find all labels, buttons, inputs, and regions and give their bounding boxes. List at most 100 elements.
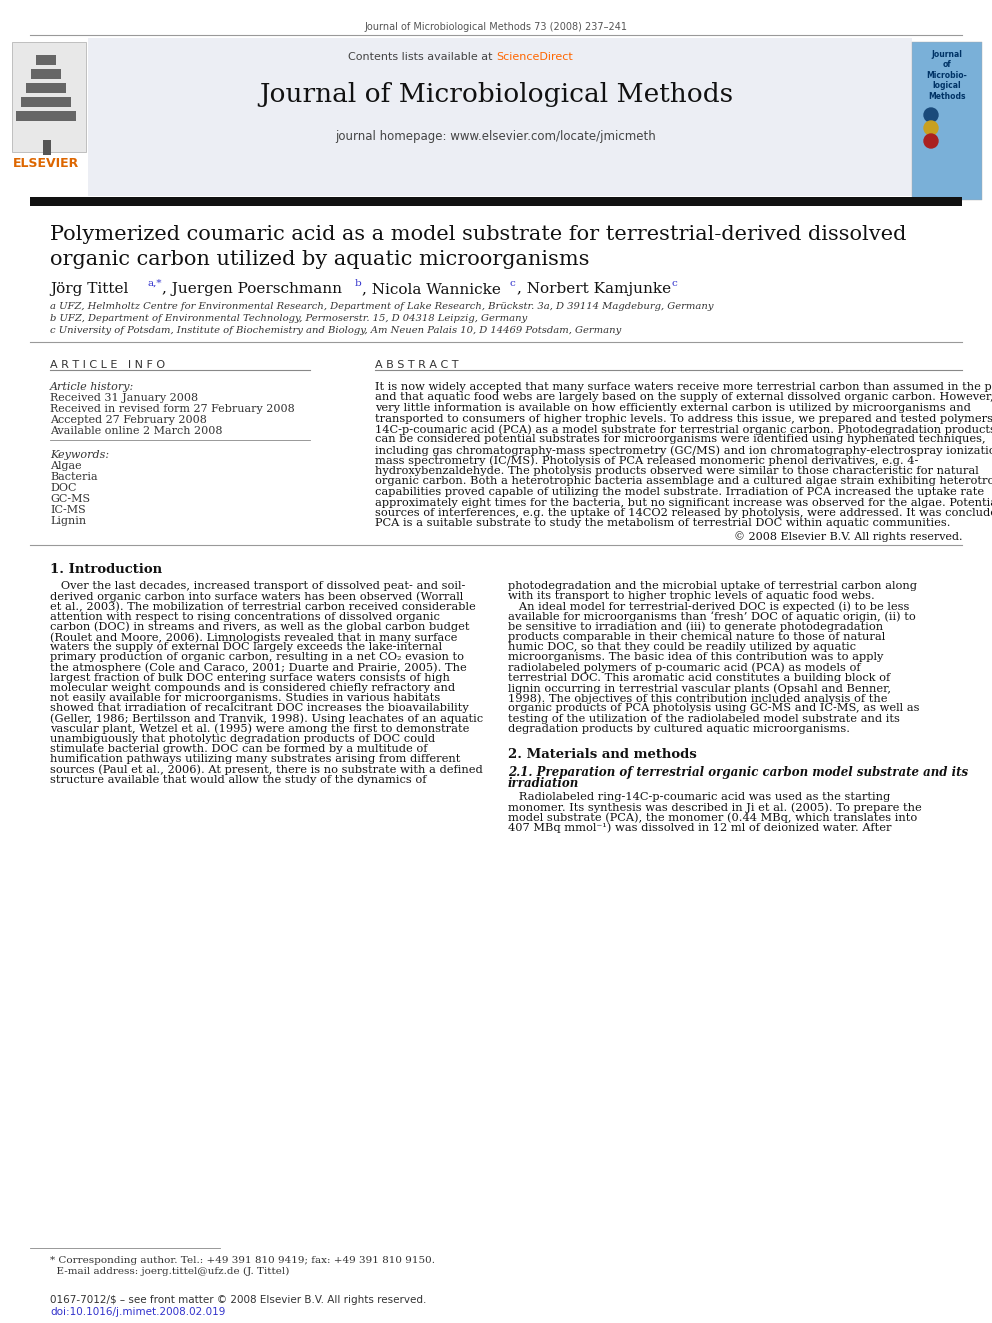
Text: derived organic carbon into surface waters has been observed (Worrall: derived organic carbon into surface wate… (50, 591, 463, 602)
Text: journal homepage: www.elsevier.com/locate/jmicmeth: journal homepage: www.elsevier.com/locat… (335, 130, 657, 143)
Text: , Norbert Kamjunke: , Norbert Kamjunke (517, 282, 672, 296)
Text: E-mail address: joerg.tittel@ufz.de (J. Tittel): E-mail address: joerg.tittel@ufz.de (J. … (50, 1267, 290, 1277)
Text: It is now widely accepted that many surface waters receive more terrestrial carb: It is now widely accepted that many surf… (375, 382, 992, 392)
Text: a UFZ, Helmholtz Centre for Environmental Research, Department of Lake Research,: a UFZ, Helmholtz Centre for Environmenta… (50, 302, 713, 311)
Text: Journal of Microbiological Methods 73 (2008) 237–241: Journal of Microbiological Methods 73 (2… (364, 22, 628, 32)
Text: 1998). The objectives of this contribution included analysis of the: 1998). The objectives of this contributi… (508, 693, 888, 704)
Text: Keywords:: Keywords: (50, 450, 109, 460)
Bar (912, 42, 982, 200)
Text: with its transport to higher trophic levels of aquatic food webs.: with its transport to higher trophic lev… (508, 591, 875, 601)
Text: Radiolabeled ring-14C-p-coumaric acid was used as the starting: Radiolabeled ring-14C-p-coumaric acid wa… (508, 792, 890, 802)
Bar (88, 38, 912, 196)
Text: model substrate (PCA), the monomer (0.44 MBq, which translates into: model substrate (PCA), the monomer (0.44… (508, 812, 918, 823)
Bar (12, 42, 86, 152)
Text: stimulate bacterial growth. DOC can be formed by a multitude of: stimulate bacterial growth. DOC can be f… (50, 745, 428, 754)
Text: lignin occurring in terrestrial vascular plants (Opsahl and Benner,: lignin occurring in terrestrial vascular… (508, 683, 891, 693)
Text: including gas chromatography-mass spectrometry (GC/MS) and ion chromatography-el: including gas chromatography-mass spectr… (375, 445, 992, 455)
Text: microorganisms. The basic idea of this contribution was to apply: microorganisms. The basic idea of this c… (508, 652, 883, 663)
Text: Article history:: Article history: (50, 382, 134, 392)
Text: 407 MBq mmol⁻¹) was dissolved in 12 ml of deionized water. After: 407 MBq mmol⁻¹) was dissolved in 12 ml o… (508, 823, 892, 833)
Text: , Juergen Poerschmann: , Juergen Poerschmann (162, 282, 342, 296)
Text: humification pathways utilizing many substrates arising from different: humification pathways utilizing many sub… (50, 754, 460, 765)
Text: Available online 2 March 2008: Available online 2 March 2008 (50, 426, 222, 437)
Text: 14C-p-coumaric acid (PCA) as a model substrate for terrestrial organic carbon. P: 14C-p-coumaric acid (PCA) as a model sub… (375, 423, 992, 434)
Text: photodegradation and the microbial uptake of terrestrial carbon along: photodegradation and the microbial uptak… (508, 581, 917, 591)
Text: capabilities proved capable of utilizing the model substrate. Irradiation of PCA: capabilities proved capable of utilizing… (375, 487, 984, 497)
Text: * Corresponding author. Tel.: +49 391 810 9419; fax: +49 391 810 9150.: * Corresponding author. Tel.: +49 391 81… (50, 1256, 435, 1265)
Bar (16, 111, 76, 120)
Text: can be considered potential substrates for microorganisms were identified using : can be considered potential substrates f… (375, 434, 986, 445)
Text: 0167-7012/$ – see front matter © 2008 Elsevier B.V. All rights reserved.: 0167-7012/$ – see front matter © 2008 El… (50, 1295, 427, 1304)
Text: A B S T R A C T: A B S T R A C T (375, 360, 458, 370)
Text: structure available that would allow the study of the dynamics of: structure available that would allow the… (50, 775, 427, 785)
Text: a,*: a,* (148, 279, 163, 288)
Text: c: c (510, 279, 516, 288)
Text: b: b (355, 279, 362, 288)
Text: (Roulet and Moore, 2006). Limnologists revealed that in many surface: (Roulet and Moore, 2006). Limnologists r… (50, 632, 457, 643)
Text: showed that irradiation of recalcitrant DOC increases the bioavailability: showed that irradiation of recalcitrant … (50, 704, 469, 713)
Text: approximately eight times for the bacteria, but no significant increase was obse: approximately eight times for the bacter… (375, 497, 992, 508)
Text: et al., 2003). The mobilization of terrestrial carbon received considerable: et al., 2003). The mobilization of terre… (50, 602, 476, 611)
Text: not easily available for microorganisms. Studies in various habitats: not easily available for microorganisms.… (50, 693, 440, 704)
Circle shape (924, 134, 938, 148)
Text: Polymerized coumaric acid as a model substrate for terrestrial-derived dissolved: Polymerized coumaric acid as a model sub… (50, 225, 907, 243)
Text: radiolabeled polymers of p-coumaric acid (PCA) as models of: radiolabeled polymers of p-coumaric acid… (508, 663, 861, 673)
Circle shape (924, 108, 938, 122)
Bar (30, 197, 962, 206)
Text: and that aquatic food webs are largely based on the supply of external dissolved: and that aquatic food webs are largely b… (375, 393, 992, 402)
Text: transported to consumers of higher trophic levels. To address this issue, we pre: transported to consumers of higher troph… (375, 414, 992, 423)
Text: Over the last decades, increased transport of dissolved peat- and soil-: Over the last decades, increased transpo… (50, 581, 465, 591)
Text: GC-MS: GC-MS (50, 493, 90, 504)
Bar (21, 97, 71, 107)
Text: Received in revised form 27 February 2008: Received in revised form 27 February 200… (50, 404, 295, 414)
Text: ELSEVIER: ELSEVIER (13, 157, 79, 169)
Bar (36, 56, 56, 65)
Text: Contents lists available at: Contents lists available at (348, 52, 496, 62)
Bar (31, 69, 61, 79)
Text: Jörg Tittel: Jörg Tittel (50, 282, 128, 296)
Circle shape (924, 120, 938, 135)
Text: largest fraction of bulk DOC entering surface waters consists of high: largest fraction of bulk DOC entering su… (50, 673, 450, 683)
Text: 2. Materials and methods: 2. Materials and methods (508, 747, 696, 761)
Text: vascular plant, Wetzel et al. (1995) were among the first to demonstrate: vascular plant, Wetzel et al. (1995) wer… (50, 724, 469, 734)
Text: Lignin: Lignin (50, 516, 86, 527)
Text: sources (Paul et al., 2006). At present, there is no substrate with a defined: sources (Paul et al., 2006). At present,… (50, 765, 483, 775)
Text: b UFZ, Department of Environmental Technology, Permoserstr. 15, D 04318 Leipzig,: b UFZ, Department of Environmental Techn… (50, 314, 528, 323)
Text: terrestrial DOC. This aromatic acid constitutes a building block of: terrestrial DOC. This aromatic acid cons… (508, 673, 890, 683)
Text: sources of interferences, e.g. the uptake of 14CO2 released by photolysis, were : sources of interferences, e.g. the uptak… (375, 508, 992, 519)
Text: very little information is available on how efficiently external carbon is utili: very little information is available on … (375, 404, 971, 413)
Text: molecular weight compounds and is considered chiefly refractory and: molecular weight compounds and is consid… (50, 683, 455, 693)
Text: © 2008 Elsevier B.V. All rights reserved.: © 2008 Elsevier B.V. All rights reserved… (733, 531, 962, 542)
Text: primary production of organic carbon, resulting in a net CO₂ evasion to: primary production of organic carbon, re… (50, 652, 464, 663)
Text: waters the supply of external DOC largely exceeds the lake-internal: waters the supply of external DOC largel… (50, 642, 442, 652)
Text: doi:10.1016/j.mimet.2008.02.019: doi:10.1016/j.mimet.2008.02.019 (50, 1307, 225, 1316)
Text: Accepted 27 February 2008: Accepted 27 February 2008 (50, 415, 207, 425)
Text: the atmosphere (Cole and Caraco, 2001; Duarte and Prairie, 2005). The: the atmosphere (Cole and Caraco, 2001; D… (50, 663, 467, 673)
Text: (Geller, 1986; Bertilsson and Tranvik, 1998). Using leachates of an aquatic: (Geller, 1986; Bertilsson and Tranvik, 1… (50, 713, 483, 724)
Text: available for microorganisms than ‘fresh’ DOC of aquatic origin, (ii) to: available for microorganisms than ‘fresh… (508, 611, 916, 622)
Text: organic carbon utilized by aquatic microorganisms: organic carbon utilized by aquatic micro… (50, 250, 589, 269)
Text: ScienceDirect: ScienceDirect (496, 52, 572, 62)
Text: organic carbon. Both a heterotrophic bacteria assemblage and a cultured algae st: organic carbon. Both a heterotrophic bac… (375, 476, 992, 487)
Bar (26, 83, 66, 93)
Text: , Nicola Wannicke: , Nicola Wannicke (362, 282, 501, 296)
Text: irradiation: irradiation (508, 777, 579, 790)
Text: mass spectrometry (IC/MS). Photolysis of PCA released monomeric phenol derivativ: mass spectrometry (IC/MS). Photolysis of… (375, 455, 919, 466)
Text: 1. Introduction: 1. Introduction (50, 564, 162, 576)
Text: testing of the utilization of the radiolabeled model substrate and its: testing of the utilization of the radiol… (508, 713, 900, 724)
Text: monomer. Its synthesis was described in Ji et al. (2005). To prepare the: monomer. Its synthesis was described in … (508, 802, 922, 812)
Text: A R T I C L E   I N F O: A R T I C L E I N F O (50, 360, 165, 370)
Text: products comparable in their chemical nature to those of natural: products comparable in their chemical na… (508, 632, 885, 642)
Text: hydroxybenzaldehyde. The photolysis products observed were similar to those char: hydroxybenzaldehyde. The photolysis prod… (375, 466, 979, 476)
Text: Algae: Algae (50, 460, 81, 471)
Text: DOC: DOC (50, 483, 76, 493)
Text: An ideal model for terrestrial-derived DOC is expected (i) to be less: An ideal model for terrestrial-derived D… (508, 602, 910, 613)
Text: Received 31 January 2008: Received 31 January 2008 (50, 393, 198, 404)
Text: humic DOC, so that they could be readily utilized by aquatic: humic DOC, so that they could be readily… (508, 642, 856, 652)
Text: carbon (DOC) in streams and rivers, as well as the global carbon budget: carbon (DOC) in streams and rivers, as w… (50, 622, 469, 632)
Text: IC-MS: IC-MS (50, 505, 85, 515)
Text: be sensitive to irradiation and (iii) to generate photodegradation: be sensitive to irradiation and (iii) to… (508, 622, 883, 632)
Text: Journal of Microbiological Methods: Journal of Microbiological Methods (259, 82, 733, 107)
Text: c: c (671, 279, 677, 288)
Text: PCA is a suitable substrate to study the metabolism of terrestrial DOC within aq: PCA is a suitable substrate to study the… (375, 519, 950, 528)
